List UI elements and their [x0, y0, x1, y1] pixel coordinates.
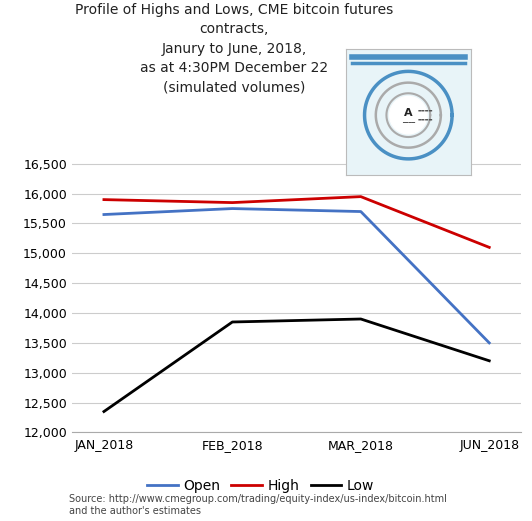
- Circle shape: [389, 96, 427, 134]
- Text: ▬▬▬▬: ▬▬▬▬: [418, 118, 433, 121]
- Text: A: A: [404, 108, 413, 118]
- Text: Profile of Highs and Lows, CME bitcoin futures
contracts,
Janury to June, 2018,
: Profile of Highs and Lows, CME bitcoin f…: [75, 3, 393, 95]
- Text: ▬▬▬▬: ▬▬▬▬: [418, 109, 433, 113]
- Text: Source: http://www.cmegroup.com/trading/equity-index/us-index/bitcoin.html
and t: Source: http://www.cmegroup.com/trading/…: [69, 494, 447, 516]
- Legend: Open, High, Low: Open, High, Low: [142, 474, 380, 499]
- Text: ━━━━: ━━━━: [402, 121, 415, 126]
